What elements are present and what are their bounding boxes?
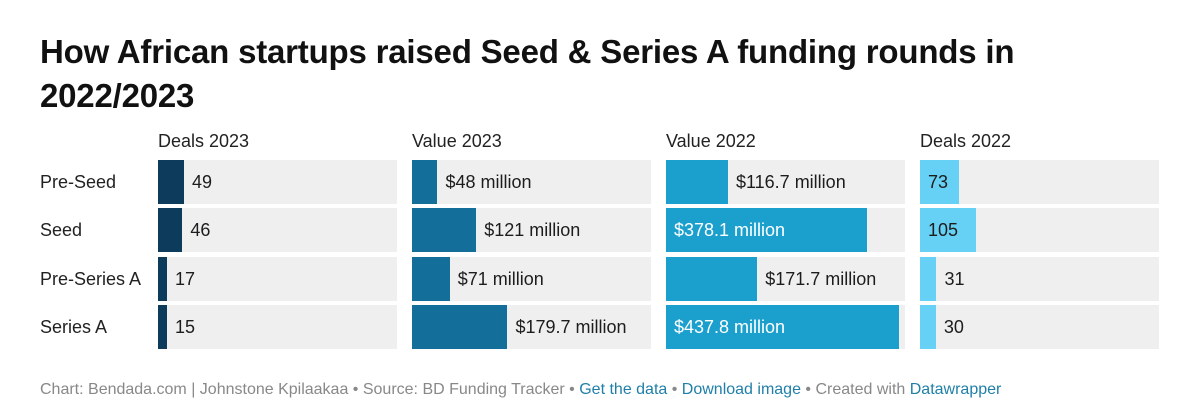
bar-track-value-2022-pre-series-a: $171.7 million (666, 257, 905, 301)
separator: • (564, 381, 580, 398)
bar-track-value-2022-seed: $378.1 million (666, 208, 905, 252)
bar-deals-2023-pre-series-a (158, 257, 168, 301)
datawrapper-link[interactable]: Datawrapper (909, 381, 1002, 398)
bar-track-deals-2023-series-a: 15 (158, 305, 397, 349)
bar-value-2023-pre-series-a (412, 257, 450, 301)
bar-value-label: $71 million (457, 269, 544, 289)
separator: • (667, 381, 682, 398)
bar-track-value-2023-seed: $121 million (412, 208, 651, 252)
bar-value-2022-seed (666, 208, 867, 252)
bar-value-label: 46 (190, 220, 211, 240)
bar-deals-2023-series-a (158, 305, 167, 349)
separator: • (348, 381, 363, 398)
bar-value-label: 15 (175, 317, 196, 337)
bar-deals-2022-series-a (920, 305, 936, 349)
bar-track-deals-2023-seed: 46 (158, 208, 397, 252)
created-with-text: Created with (815, 381, 910, 398)
bar-value-label: $378.1 million (674, 220, 786, 240)
bar-value-label: $179.7 million (515, 317, 627, 337)
row-label-pre-series-a: Pre-Series A (40, 269, 142, 289)
bar-track-deals-2022-series-a: 30 (920, 305, 1159, 349)
bar-value-2023-pre-seed (412, 160, 438, 204)
source-text: Source: BD Funding Tracker (362, 381, 565, 398)
bar-value-2022-series-a (666, 305, 899, 349)
column-header-value-2022: Value 2022 (666, 131, 756, 151)
bar-deals-2022-pre-series-a (920, 257, 937, 301)
column-header-value-2023: Value 2023 (412, 131, 502, 151)
bar-value-label: 30 (943, 317, 964, 337)
bar-deals-2023-pre-seed (158, 160, 185, 204)
get-data-link[interactable]: Get the data (579, 381, 668, 398)
bar-track-deals-2022-pre-series-a: 31 (920, 257, 1159, 301)
separator: • (800, 381, 816, 398)
row-label-series-a: Series A (40, 317, 108, 337)
bar-value-label: 17 (175, 269, 196, 289)
bar-value-2022-pre-series-a (666, 257, 758, 301)
bar-track-value-2023-pre-series-a: $71 million (412, 257, 651, 301)
bar-value-2023-series-a (412, 305, 508, 349)
bar-value-label: 73 (928, 172, 949, 192)
bar-value-2022-pre-seed (666, 160, 728, 204)
download-image-link[interactable]: Download image (681, 381, 801, 398)
bar-track-deals-2023-pre-series-a: 17 (158, 257, 397, 301)
bar-deals-2022-seed (920, 208, 976, 252)
bar-value-label: $48 million (445, 172, 532, 192)
bar-track-value-2023-pre-seed: $48 million (412, 160, 651, 204)
bar-value-label: $171.7 million (765, 269, 877, 289)
credit-text: Chart: Bendada.com | Johnstone Kpilaakaa (40, 381, 349, 398)
bar-value-2023-seed (412, 208, 477, 252)
bar-track-value-2022-pre-seed: $116.7 million (666, 160, 905, 204)
bar-track-value-2022-series-a: $437.8 million (666, 305, 905, 349)
bar-value-label: $437.8 million (674, 317, 786, 337)
column-header-deals-2023: Deals 2023 (158, 131, 250, 151)
bar-value-label: $121 million (484, 220, 581, 240)
bar-value-label: 49 (192, 172, 213, 192)
bar-track-value-2023-series-a: $179.7 million (412, 305, 651, 349)
bar-deals-2022-pre-seed (920, 160, 959, 204)
row-label-seed: Seed (40, 220, 83, 240)
chart-footer: Chart: Bendada.com | Johnstone Kpilaakaa… (40, 381, 1001, 399)
bar-value-label: $116.7 million (735, 172, 846, 192)
column-header-deals-2022: Deals 2022 (920, 131, 1012, 151)
bar-value-label: 105 (928, 220, 959, 240)
bar-track-deals-2023-pre-seed: 49 (158, 160, 397, 204)
bar-deals-2023-seed (158, 208, 183, 252)
row-label-pre-seed: Pre-Seed (40, 172, 117, 192)
bar-track-deals-2022-pre-seed: 73 (920, 160, 1159, 204)
bar-track-deals-2022-seed: 105 (920, 208, 1159, 252)
chart-title: How African startups raised Seed & Serie… (40, 33, 1015, 114)
bar-value-label: 31 (944, 269, 965, 289)
